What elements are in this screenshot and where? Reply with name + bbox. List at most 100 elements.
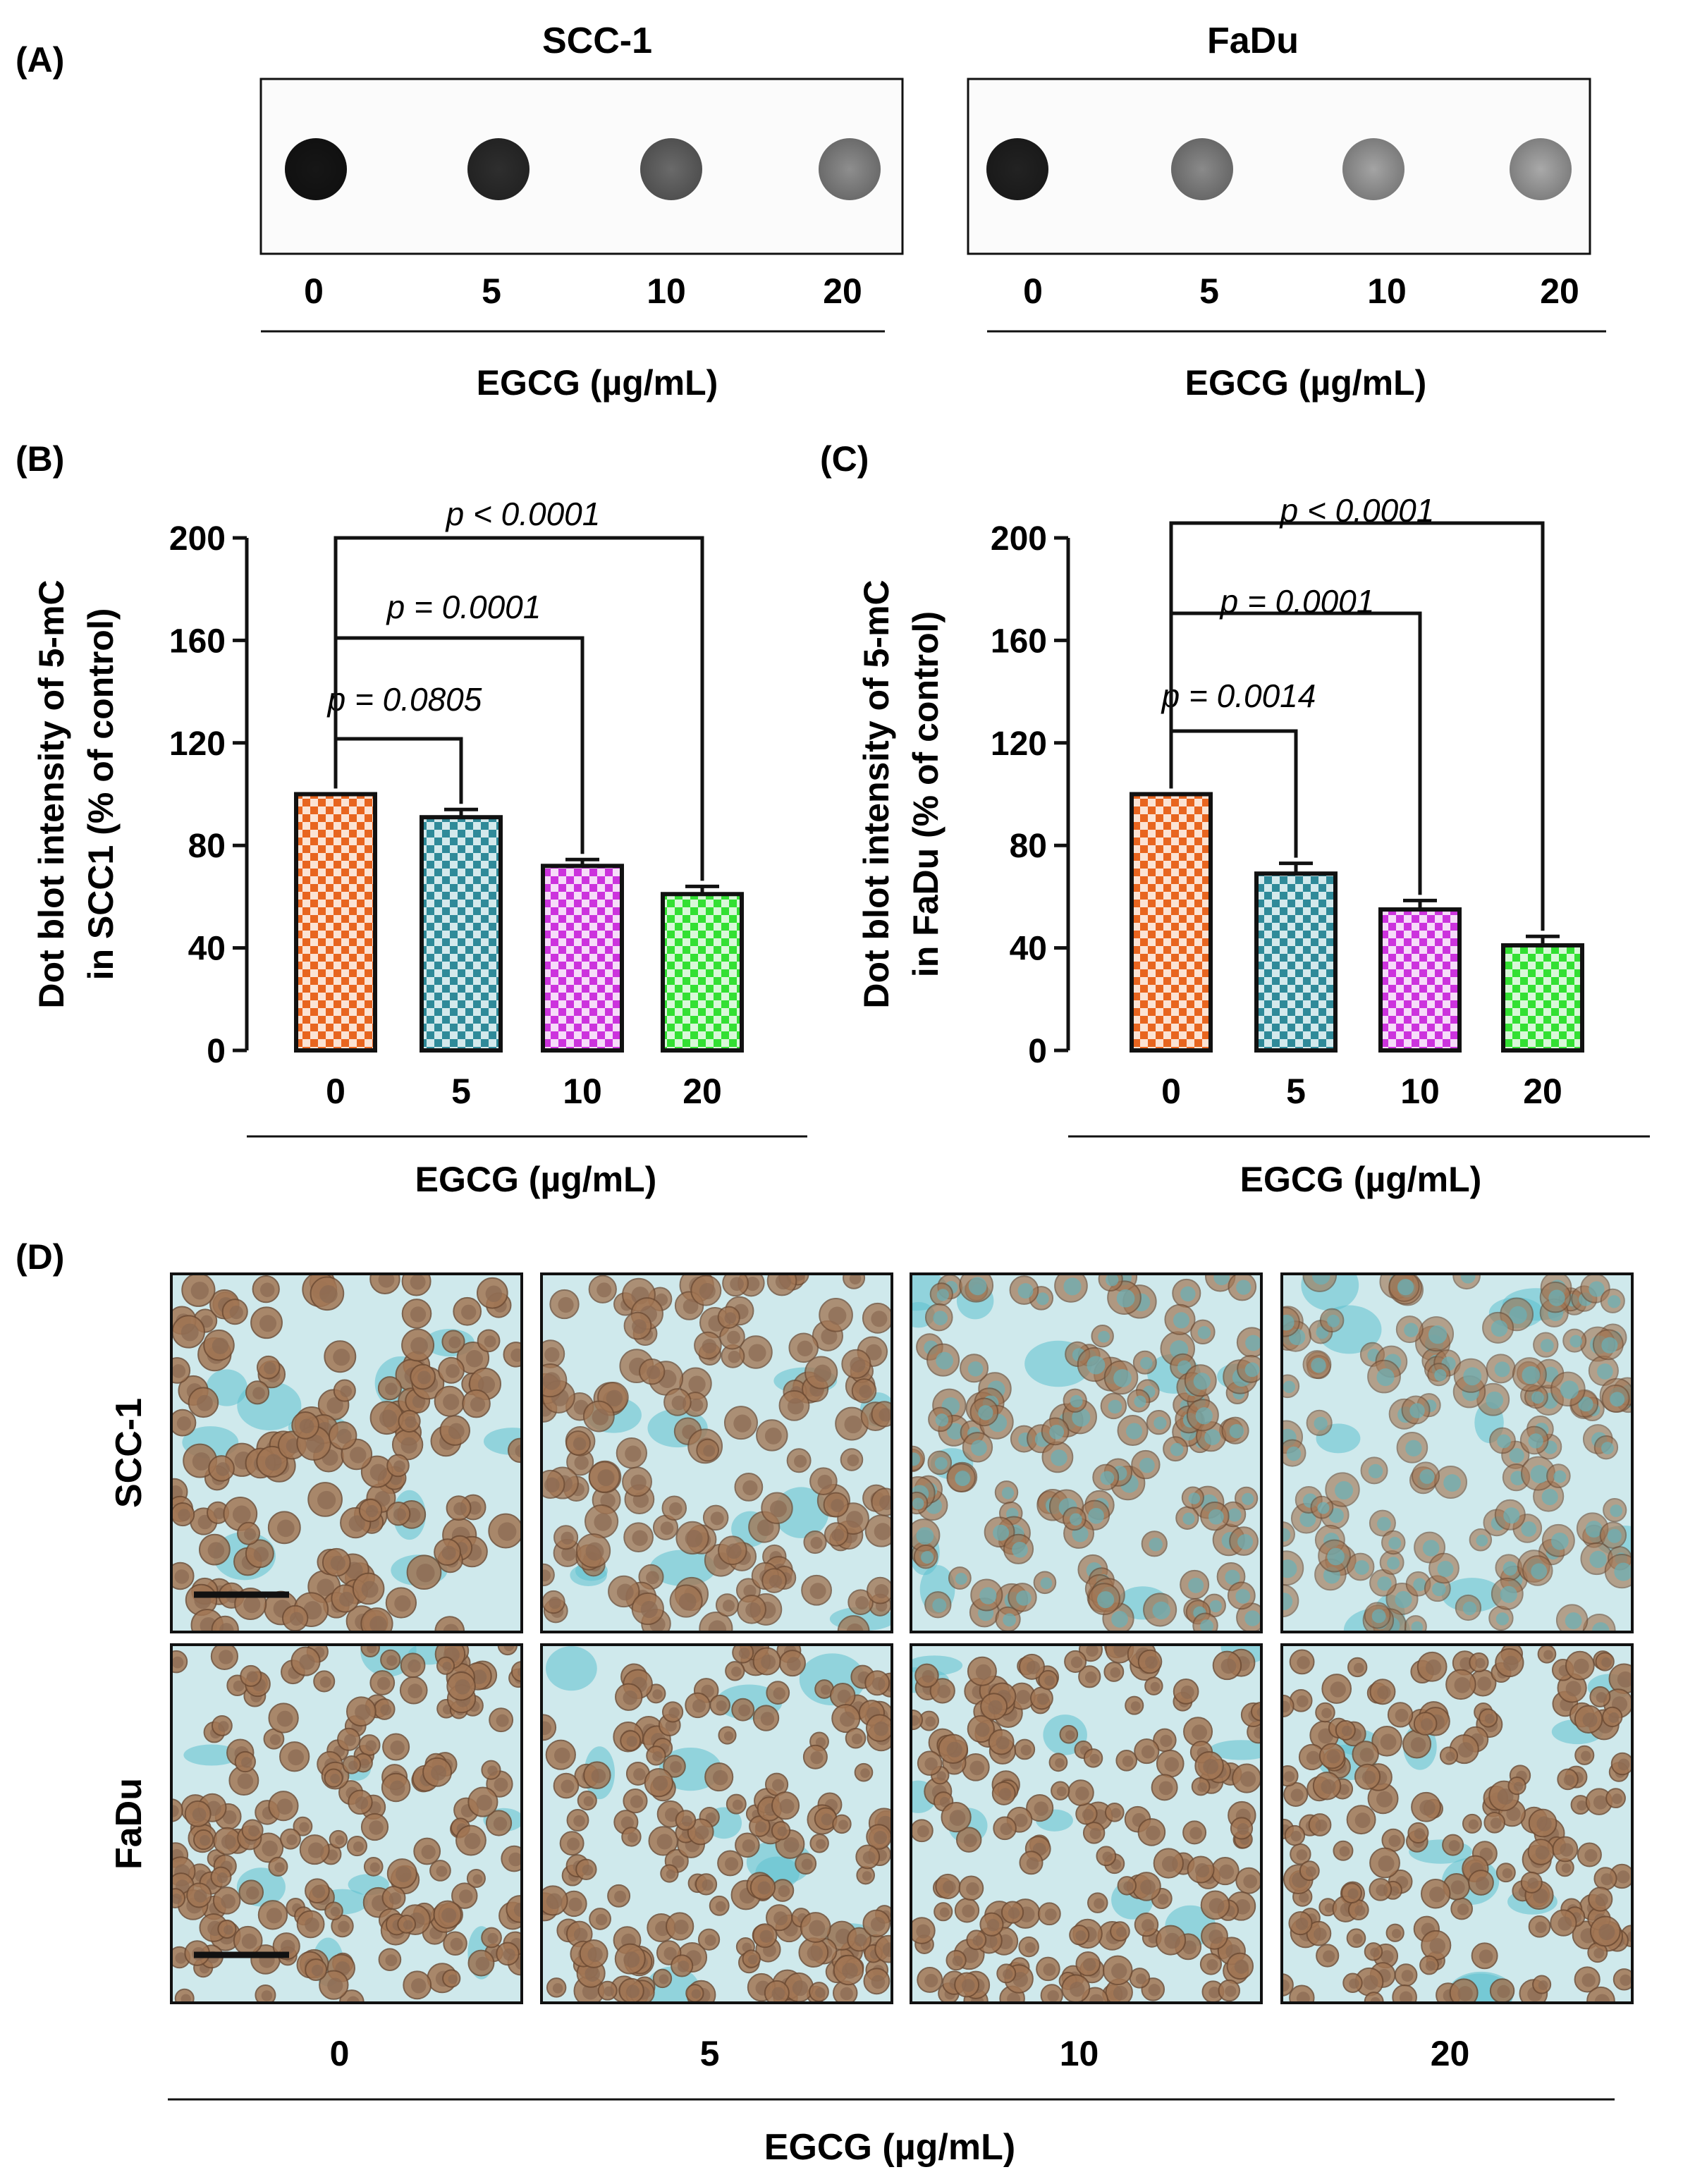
ihc-nucleus	[1240, 1771, 1256, 1787]
ihc-nucleus	[1527, 1877, 1539, 1889]
ihc-nucleus	[311, 1964, 324, 1977]
ihc-nucleus	[1065, 1730, 1075, 1740]
x-tick-label: 5	[451, 1072, 471, 1111]
ihc-nucleus	[865, 1344, 882, 1361]
ihc-nucleus	[760, 1712, 775, 1726]
ihc-nucleus	[968, 1277, 987, 1296]
ihc-nucleus	[544, 1346, 560, 1363]
ihc-nucleus	[274, 1862, 285, 1872]
ihc-nucleus	[1388, 1537, 1402, 1550]
ihc-nucleus	[1192, 1724, 1208, 1741]
ihc-nucleus	[1145, 1656, 1158, 1669]
ihc-nucleus	[1462, 1601, 1477, 1616]
ihc-nucleus	[975, 1664, 991, 1680]
ihc-nucleus	[1282, 1700, 1290, 1713]
ihc-nucleus	[1208, 1930, 1223, 1944]
ihc-nucleus	[860, 1768, 870, 1778]
ihc-nucleus	[797, 1340, 813, 1356]
ihc-nucleus	[335, 1835, 345, 1845]
ihc-nucleus	[472, 1669, 487, 1685]
ihc-nucleus	[692, 1699, 706, 1713]
y-tick-label: 120	[169, 725, 226, 763]
blot-dot-shading	[1171, 138, 1233, 200]
ihc-nucleus	[561, 1779, 575, 1793]
ihc-nucleus	[764, 1427, 782, 1444]
ihc-nucleus	[436, 1865, 448, 1877]
ihc-nucleus	[367, 1645, 377, 1654]
ihc-nucleus	[810, 1536, 823, 1550]
ihc-nucleus	[1173, 1312, 1190, 1329]
ihc-nucleus	[1282, 1314, 1295, 1331]
y-tick-label: 160	[991, 622, 1047, 660]
ihc-nucleus	[410, 1306, 427, 1323]
ihc-nucleus	[911, 1452, 921, 1466]
ihc-nucleus	[1097, 1591, 1115, 1609]
ihc-nucleus	[1200, 1619, 1213, 1632]
ihc-nucleus	[1203, 1758, 1218, 1774]
blot-dot-shading	[285, 138, 347, 200]
ihc-nucleus	[174, 1569, 190, 1584]
ihc-nucleus	[792, 1980, 809, 1996]
dose-label: 0	[304, 271, 324, 311]
ihc-nucleus	[673, 1919, 689, 1935]
ihc-nucleus	[1063, 1277, 1082, 1296]
ihc-nucleus	[443, 1394, 460, 1411]
ihc-nucleus	[702, 1879, 714, 1891]
ihc-nucleus	[1044, 1908, 1057, 1921]
ihc-nucleus	[587, 1946, 603, 1963]
ihc-nucleus	[874, 1523, 892, 1540]
ihc-nucleus	[922, 1669, 935, 1683]
ihc-nucleus	[431, 1765, 447, 1781]
ihc-nucleus	[1585, 1521, 1603, 1538]
ihc-nucleus	[1450, 1880, 1465, 1895]
ihc-blue-patch	[546, 1646, 597, 1691]
ihc-nucleus	[1425, 1660, 1442, 1676]
ihc-nucleus	[917, 1825, 929, 1838]
ihc-nucleus	[1581, 1973, 1596, 1987]
dose-label: 20	[1540, 271, 1579, 311]
ihc-nucleus	[264, 1361, 276, 1375]
significance-bracket	[1169, 521, 1545, 931]
ihc-nucleus	[333, 1349, 350, 1366]
ihc-nucleus	[411, 1978, 427, 1994]
ihc-nucleus	[933, 1311, 948, 1325]
x-axis-title: EGCG (µg/mL)	[764, 2127, 1015, 2168]
ihc-nucleus	[441, 1545, 456, 1560]
ihc-nucleus	[552, 1983, 563, 1994]
blot-dot-shading	[640, 138, 702, 200]
ihc-nucleus	[1535, 1846, 1550, 1860]
ihc-nucleus	[842, 1963, 858, 1979]
ihc-nucleus	[652, 1751, 663, 1762]
ihc-nucleus	[1314, 1927, 1327, 1941]
ihc-nucleus	[1377, 1516, 1391, 1531]
ihc-nucleus	[259, 1315, 277, 1332]
ihc-nucleus	[171, 1894, 182, 1904]
ihc-nucleus	[1146, 1825, 1161, 1841]
ihc-nucleus	[241, 1757, 252, 1768]
ihc-nucleus	[1370, 1996, 1381, 2003]
ihc-nucleus	[369, 1820, 384, 1835]
x-tick-label: 20	[683, 1072, 722, 1111]
ihc-nucleus	[712, 1769, 728, 1786]
ihc-micrograph	[911, 1645, 1261, 2003]
ihc-nucleus	[346, 1996, 360, 2003]
ihc-nucleus	[874, 1584, 889, 1599]
ihc-nucleus	[656, 1834, 673, 1850]
ihc-nucleus	[1236, 1280, 1251, 1295]
ihc-nucleus	[626, 1984, 640, 1999]
ihc-nucleus	[1003, 1969, 1013, 1980]
ihc-nucleus	[1141, 1745, 1155, 1759]
ihc-nucleus	[1113, 1985, 1128, 2001]
y-tick-label: 200	[991, 520, 1047, 558]
ihc-nucleus	[705, 1812, 716, 1824]
ihc-nucleus	[783, 1836, 800, 1853]
ihc-nucleus	[1290, 1789, 1304, 1802]
ihc-nucleus	[955, 1471, 971, 1487]
ihc-nucleus	[498, 1522, 517, 1541]
blot-title: SCC-1	[542, 20, 652, 61]
ihc-nucleus	[276, 1519, 295, 1538]
ihc-nucleus	[1414, 1828, 1426, 1839]
ihc-nucleus	[911, 1715, 919, 1726]
ihc-nucleus	[464, 1833, 481, 1850]
ihc-nucleus	[1376, 1791, 1393, 1808]
